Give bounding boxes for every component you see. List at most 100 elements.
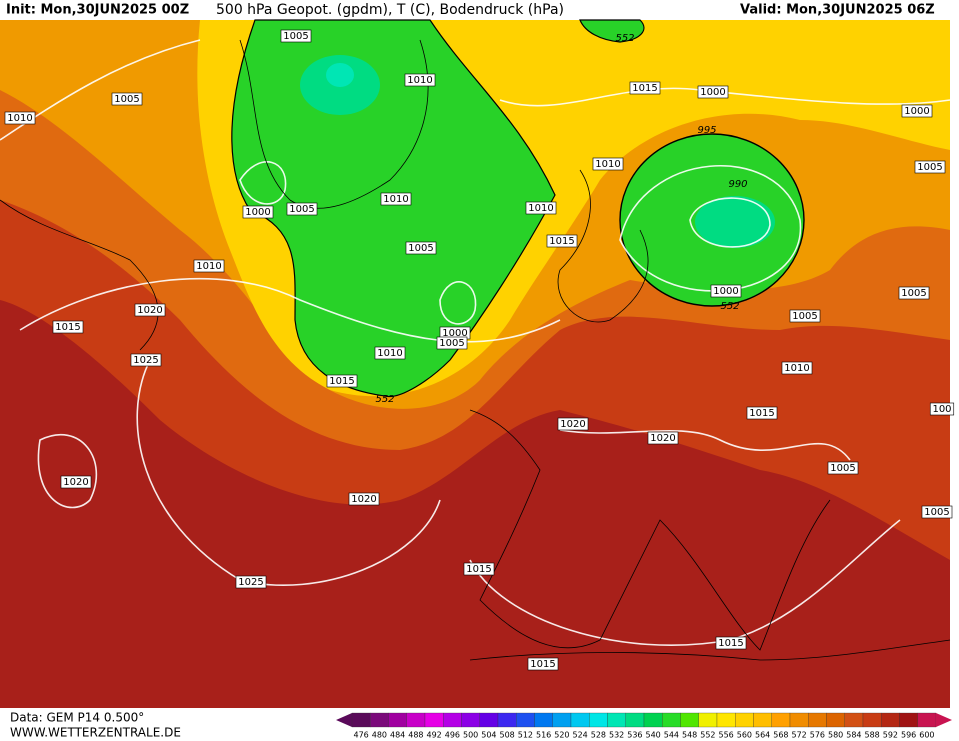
colorbar-tick-label: 556 bbox=[718, 731, 733, 740]
colorbar-swatch bbox=[406, 712, 426, 728]
isobar-label-box bbox=[405, 241, 437, 255]
isobar-label: 552 bbox=[375, 394, 394, 405]
isobar-label: 1010 bbox=[377, 348, 402, 359]
isobar-label-box bbox=[901, 104, 933, 118]
colorbar-tick-label: 496 bbox=[445, 731, 460, 740]
colorbar-swatch bbox=[826, 712, 845, 728]
isobar-label: 1015 bbox=[632, 83, 657, 94]
colorbar-swatch bbox=[643, 712, 663, 728]
colorbar-swatch bbox=[771, 712, 791, 728]
isobar bbox=[559, 429, 851, 461]
isobar-label: 1010 bbox=[784, 363, 809, 374]
colorbar-tick-label: 484 bbox=[390, 731, 405, 740]
colorbar-tick-label: 548 bbox=[682, 731, 697, 740]
isobar-label-box bbox=[746, 406, 778, 420]
isobar-label: 1015 bbox=[466, 564, 491, 575]
isobar-label: 1005 bbox=[283, 31, 308, 42]
green-zone bbox=[231, 19, 556, 398]
colorbar-tick-label: 596 bbox=[901, 731, 916, 740]
isobar-label-box bbox=[697, 85, 729, 99]
colorbar-tick-label: 584 bbox=[846, 731, 861, 740]
isobar-label: 1005 bbox=[917, 162, 942, 173]
colorbar-swatch bbox=[534, 712, 553, 728]
colorbar-arrow bbox=[336, 713, 352, 727]
isobar-label: 1005 bbox=[114, 94, 139, 105]
isobar-label: 100 bbox=[932, 404, 951, 415]
isobar-label: 1000 bbox=[904, 106, 929, 117]
colorbar-swatch bbox=[570, 712, 590, 728]
colorbar-swatch bbox=[552, 712, 572, 728]
isobar-label: 990 bbox=[728, 179, 747, 190]
isobar-label-box bbox=[60, 475, 92, 489]
isobar-label-box bbox=[525, 201, 557, 215]
coastline bbox=[0, 199, 159, 351]
colorbar-swatch bbox=[789, 712, 809, 728]
coastline bbox=[469, 409, 831, 651]
isobar-label-box bbox=[111, 92, 143, 106]
isobar-label-box bbox=[193, 259, 225, 273]
isobar-label: 1010 bbox=[383, 194, 408, 205]
colorbar-tick-label: 580 bbox=[828, 731, 843, 740]
colorbar-swatch bbox=[881, 712, 900, 728]
isobar-label-box bbox=[546, 234, 578, 248]
isobar bbox=[619, 164, 802, 292]
isobar-label: 1000 bbox=[245, 207, 270, 218]
colorbar-swatch bbox=[735, 712, 754, 728]
colorbar-tick-label: 500 bbox=[463, 731, 478, 740]
isobar-label-box bbox=[647, 431, 679, 445]
isobar-label-box bbox=[715, 636, 747, 650]
colorbar-swatch bbox=[808, 712, 827, 728]
colorbar-tick-label: 504 bbox=[481, 731, 496, 740]
isobar-label: 1005 bbox=[792, 311, 817, 322]
colorbar-tick-label: 488 bbox=[408, 731, 423, 740]
isobar-label-box bbox=[280, 29, 312, 43]
isobar-label-box bbox=[348, 492, 380, 506]
isobar bbox=[239, 161, 287, 205]
data-source: Data: GEM P14 0.500° bbox=[10, 711, 144, 725]
colorbar-tick-label: 480 bbox=[372, 731, 387, 740]
colorbar-swatch bbox=[844, 712, 864, 728]
isobar-label: 1025 bbox=[133, 355, 158, 366]
colorbar-tick-label: 520 bbox=[554, 731, 569, 740]
colorbar-swatch bbox=[662, 712, 681, 728]
isobar-label-box bbox=[404, 73, 436, 87]
isobar-label: 1005 bbox=[924, 507, 949, 518]
isobar-label-box bbox=[4, 111, 36, 125]
isobar-label: 1000 bbox=[713, 286, 738, 297]
isobar-label-box bbox=[286, 202, 318, 216]
isobar-label: 1020 bbox=[650, 433, 675, 444]
colorbar-swatch bbox=[424, 712, 444, 728]
colorbar-swatch bbox=[589, 712, 608, 728]
isobar-label: 1015 bbox=[718, 638, 743, 649]
isobar-label-box bbox=[827, 461, 859, 475]
green-zone bbox=[579, 19, 645, 43]
isobar-label: 1020 bbox=[63, 477, 88, 488]
isobar-label: 1005 bbox=[408, 243, 433, 254]
cold-core bbox=[695, 196, 775, 248]
colorbar-tick-label: 476 bbox=[353, 731, 368, 740]
isobar-label: 1025 bbox=[238, 577, 263, 588]
isobar-label: 995 bbox=[697, 125, 716, 136]
colorbar-swatch bbox=[351, 712, 371, 728]
isobar bbox=[37, 433, 98, 509]
colorbar-tick-label: 572 bbox=[791, 731, 806, 740]
isobar-label-box bbox=[592, 157, 624, 171]
isobar-label: 1015 bbox=[55, 322, 80, 333]
colorbar-swatch bbox=[625, 712, 645, 728]
isobar-label: 1005 bbox=[439, 338, 464, 349]
isobar-label: 1020 bbox=[351, 494, 376, 505]
isobar-label-box bbox=[929, 402, 955, 416]
isobar-label: 1000 bbox=[442, 328, 467, 339]
isobar-label: 1005 bbox=[289, 204, 314, 215]
isobar bbox=[19, 277, 561, 343]
colorbar-swatch bbox=[716, 712, 736, 728]
isobar-label-box bbox=[527, 657, 559, 671]
isobar-label: 1010 bbox=[407, 75, 432, 86]
colorbar-swatch bbox=[497, 712, 517, 728]
isobar bbox=[439, 281, 477, 325]
isobar-label-box bbox=[134, 303, 166, 317]
isobar-label: 1020 bbox=[137, 305, 162, 316]
coastline bbox=[239, 39, 429, 209]
coastline bbox=[557, 169, 649, 323]
